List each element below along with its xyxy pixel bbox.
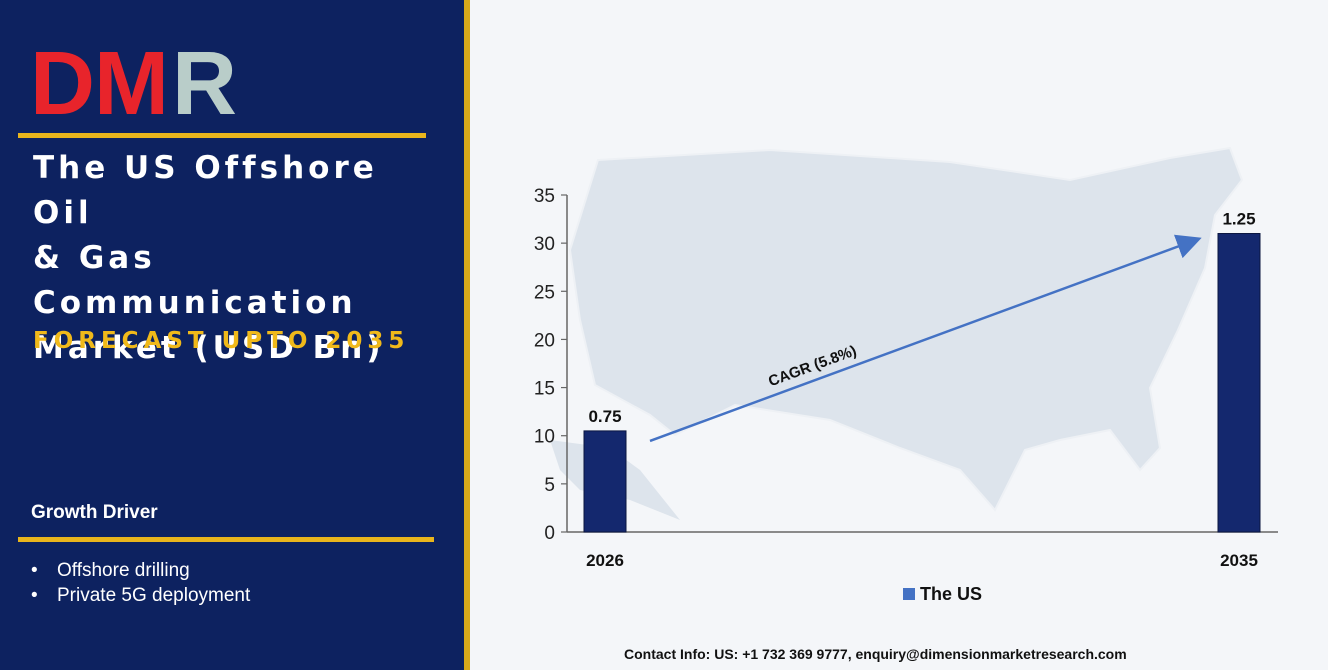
x-tick-label: 2026	[586, 551, 624, 570]
title-rule	[18, 133, 426, 138]
y-tick-label: 15	[534, 379, 555, 400]
y-tick-label: 30	[534, 234, 555, 255]
logo-letter-r: R	[172, 40, 237, 122]
growth-driver-title: Growth Driver	[31, 502, 158, 523]
page-title: The US Offshore Oil & Gas Communication …	[33, 146, 443, 371]
growth-driver-item: Offshore drilling	[57, 560, 190, 581]
cagr-arrow-line	[649, 234, 1202, 443]
us-map-shape	[568, 146, 1244, 512]
legend-swatch	[903, 588, 915, 600]
left-panel: D M R The US Offshore Oil & Gas Communic…	[0, 0, 464, 670]
y-tick-label: 25	[534, 282, 555, 303]
data-label: 1.25	[1222, 210, 1255, 229]
growth-driver-list: • Offshore drilling • Private 5G deploymen…	[31, 558, 250, 608]
bar	[1217, 233, 1261, 533]
cagr-label: CAGR (5.8%)	[766, 342, 859, 390]
legend: The US	[903, 584, 982, 604]
cagr-arrow: CAGR (5.8%)	[649, 234, 1202, 443]
bar-chart: 0 5 10 15 20 25 30 35 0.75 2026 1.25 2035 CAGR (5.…	[534, 186, 1278, 604]
x-tick-label: 2035	[1220, 551, 1258, 570]
bullet-icon: •	[31, 560, 38, 581]
growth-driver-rule	[18, 537, 434, 542]
title-line: & Gas	[33, 240, 156, 276]
title-line: Market (USD Bn)	[33, 330, 385, 366]
logo-letter-d: D	[30, 40, 95, 122]
bars-group: 0.75 2026 1.25 2035	[583, 210, 1261, 570]
title-line: The US Offshore Oil	[33, 150, 378, 231]
panel-divider	[464, 0, 470, 670]
legend-label: The US	[920, 584, 982, 604]
list-item: • Private 5G deployment	[31, 583, 250, 608]
bar	[583, 430, 627, 533]
list-item: • Offshore drilling	[31, 558, 250, 583]
y-tick-label: 20	[534, 330, 555, 351]
y-tick-label: 0	[544, 523, 555, 544]
y-axis: 0 5 10 15 20 25 30 35	[534, 186, 1278, 544]
y-tick-label: 10	[534, 427, 555, 448]
growth-driver-item: Private 5G deployment	[57, 585, 251, 606]
bullet-icon: •	[31, 585, 38, 606]
contact-info: Contact Info: US: +1 732 369 9777, enqui…	[624, 646, 1127, 662]
logo-letter-m: M	[94, 40, 169, 122]
y-tick-label: 5	[544, 475, 555, 496]
page-subtitle: FORECAST UPTO 2035	[33, 328, 410, 354]
right-panel	[470, 0, 1328, 670]
dmr-logo: D M R	[30, 40, 237, 122]
y-tick-label: 35	[534, 186, 555, 207]
title-line: Communication	[33, 285, 357, 321]
data-label: 0.75	[588, 407, 621, 426]
